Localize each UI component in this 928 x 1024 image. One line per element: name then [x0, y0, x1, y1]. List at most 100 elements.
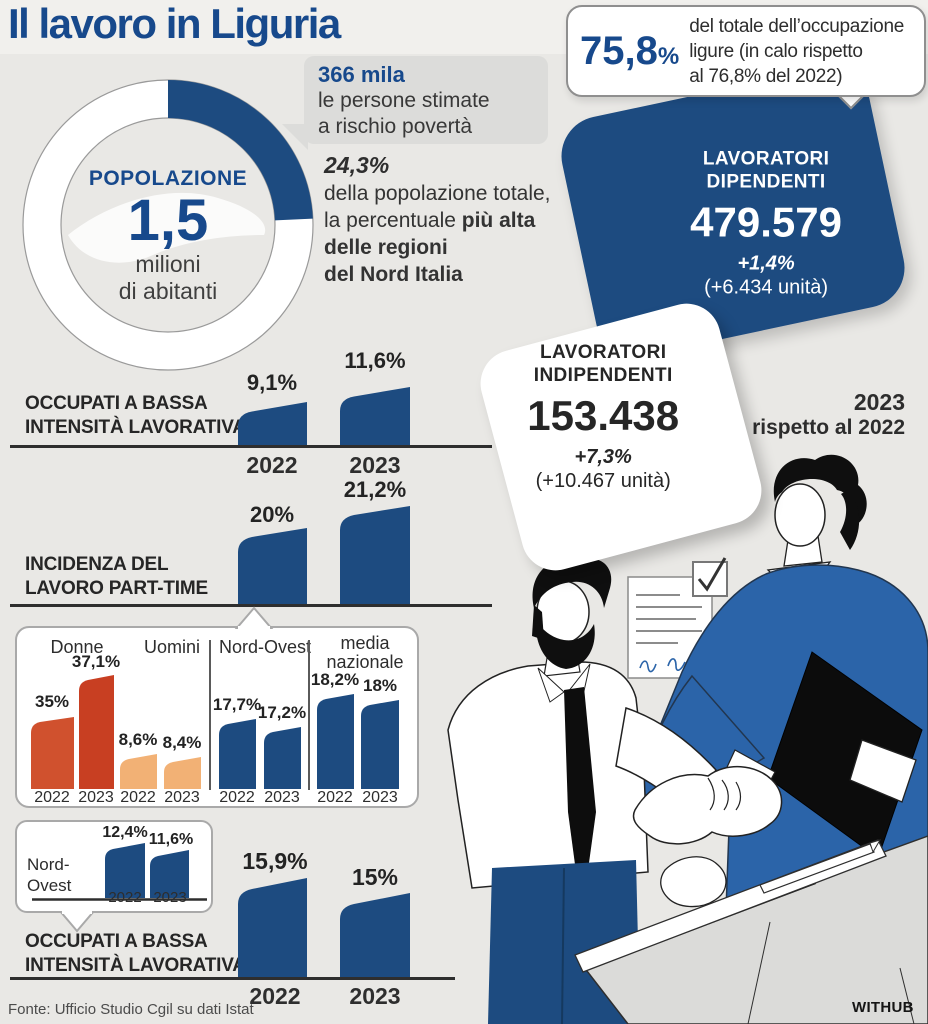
nordovest-year-2022: 2022: [108, 889, 142, 906]
low-intensity2-baseline: [10, 977, 455, 980]
low-intensity-chart-label: OCCUPATI A BASSA INTENSITÀ LAVORATIVA: [25, 392, 246, 440]
dependent-title-2: DIPENDENTI: [706, 171, 826, 193]
low-intensity-baseline: [10, 445, 492, 448]
donut-value: 1,5: [127, 188, 209, 253]
occupation-share-text: del totale dell’occupazione ligure (in c…: [689, 14, 904, 89]
low-intensity-label-1: OCCUPATI A BASSA: [25, 393, 208, 414]
divider-2: [308, 640, 310, 790]
bar-donne-2023: [79, 675, 114, 789]
independent-workers-content: LAVORATORI INDIPENDENTI 153.438 +7,3% (+…: [480, 304, 726, 530]
bubble-line-1: del totale dell’occupazione: [689, 15, 904, 37]
divider-1: [209, 640, 211, 790]
nordovest-label-2: Ovest: [27, 876, 72, 895]
comparison-bars: [31, 675, 399, 789]
left-man-hair: [532, 558, 612, 608]
dependent-title-1: LAVORATORI: [702, 148, 830, 170]
year-nordovest-2023: 2023: [264, 789, 300, 806]
dependent-units: (+6.434 unità): [704, 276, 829, 299]
handshake-hands: [632, 749, 783, 845]
right-man-cuff-on-folder: [849, 739, 917, 803]
value-uomini-2023: 8,4%: [162, 733, 202, 752]
bubble-value-unit: %: [657, 42, 680, 70]
signature-2: [667, 658, 686, 671]
bar-uomini-2022: [120, 754, 157, 789]
hand-on-clipboard: [660, 856, 727, 908]
group-label-media: media: [340, 633, 390, 653]
group-label-uomini: Uomini: [143, 637, 200, 657]
handshake-illustration: [447, 454, 928, 1024]
bar-uomini-2023: [164, 757, 201, 789]
nordovest-bars: [32, 843, 207, 901]
low-intensity-bars: [238, 387, 410, 447]
bar-nordovest-2023: [264, 727, 301, 789]
poverty-callout-box: 366 mila le persone stimate a rischio po…: [304, 56, 548, 144]
independent-title-2: INDIPENDENTI: [533, 364, 673, 386]
poverty-line-1: le persone stimate: [318, 89, 490, 112]
group-label-nordovest: Nord-Ovest: [218, 637, 312, 657]
poverty-note-2: la percentuale più alta: [324, 207, 564, 234]
low-intensity2-value-2022: 15,9%: [242, 848, 308, 874]
nordovest-bar-2023: [150, 850, 189, 898]
part-time-bar-2023: [340, 506, 410, 606]
year-note-line-1: 2023: [853, 389, 905, 415]
low-intensity2-label-2: INTENSITÀ LAVORATIVA: [25, 955, 246, 976]
value-donne-2023: 37,1%: [71, 652, 121, 671]
nordovest-value-2022: 12,4%: [102, 824, 148, 841]
donut-highlight-arc: [167, 80, 313, 221]
checkmark-icon: [697, 557, 727, 592]
left-man-beard: [535, 620, 595, 669]
poverty-note-2-pre: la percentuale: [324, 209, 462, 232]
part-time-label-2: LAVORO PART-TIME: [25, 578, 208, 599]
bar-nordovest-2022: [219, 719, 256, 789]
year-uomini-2023: 2023: [164, 789, 200, 806]
poverty-note: 24,3% della popolazione totale, la perce…: [324, 150, 564, 288]
donut-unit-2: di abitanti: [118, 278, 218, 304]
low-intensity-year-2022: 2022: [246, 452, 298, 478]
part-time-bars: [238, 506, 410, 606]
dependent-value: 479.579: [690, 198, 842, 246]
poverty-note-3: delle regioni: [324, 236, 448, 259]
low-intensity-bar-2023: [340, 387, 410, 447]
donut-label: POPOLAZIONE: [88, 167, 248, 190]
poverty-note-1: della popolazione totale,: [324, 182, 551, 205]
bar-media-2022: [317, 694, 354, 789]
page-title: Il lavoro in Liguria: [8, 0, 341, 47]
bar-donne-2022: [31, 717, 74, 789]
liguria-map-silhouette: [68, 192, 266, 263]
part-time-bar-2022: [238, 528, 307, 606]
nordovest-year-2023: 2023: [153, 889, 187, 906]
low-intensity-year-2023: 2023: [349, 452, 401, 478]
signature-1: [639, 660, 657, 673]
low-intensity-bar-2022: [238, 402, 307, 447]
low-intensity2-bars: [238, 878, 410, 980]
nordovest-box-pointer: [58, 911, 96, 933]
value-nordovest-2023: 17,2%: [257, 703, 307, 722]
nordovest-callout-box: Nord- Ovest 12,4% 11,6% 2022 2023: [15, 820, 213, 913]
poverty-pct: 24,3%: [324, 152, 390, 178]
part-time-chart-label: INCIDENZA DEL LAVORO PART-TIME: [25, 553, 208, 601]
comparison-year-note: 2023 rispetto al 2022: [740, 389, 905, 440]
part-time-value-2023: 21,2%: [343, 477, 407, 502]
low-intensity2-label-1: OCCUPATI A BASSA: [25, 931, 208, 952]
low-intensity-label-2: INTENSITÀ LAVORATIVA: [25, 417, 246, 438]
nordovest-value-2023: 11,6%: [148, 831, 194, 848]
pen: [759, 843, 875, 894]
year-media-2023: 2023: [362, 789, 398, 806]
occupation-share-value: 75,8%: [580, 29, 679, 74]
poverty-note-4: del Nord Italia: [324, 263, 463, 286]
low-intensity2-chart-label: OCCUPATI A BASSA INTENSITÀ LAVORATIVA: [25, 930, 246, 978]
poverty-line-2: a rischio povertà: [318, 115, 473, 138]
independent-units: (+10.467 unità): [535, 469, 671, 492]
value-donne-2022: 35%: [34, 692, 70, 711]
value-uomini-2022: 8,6%: [118, 730, 158, 749]
poverty-box-pointer: [282, 124, 308, 150]
poverty-headline: 366 mila: [318, 62, 405, 87]
value-media-2023: 18%: [362, 676, 398, 695]
part-time-baseline: [10, 604, 492, 607]
year-donne-2023: 2023: [78, 789, 114, 806]
bubble-line-2: ligure (in calo rispetto: [689, 40, 863, 62]
nordovest-bar-2022: [105, 843, 145, 898]
group-label-nazionale: nazionale: [326, 652, 404, 672]
nordovest-label-1: Nord-: [27, 855, 70, 874]
